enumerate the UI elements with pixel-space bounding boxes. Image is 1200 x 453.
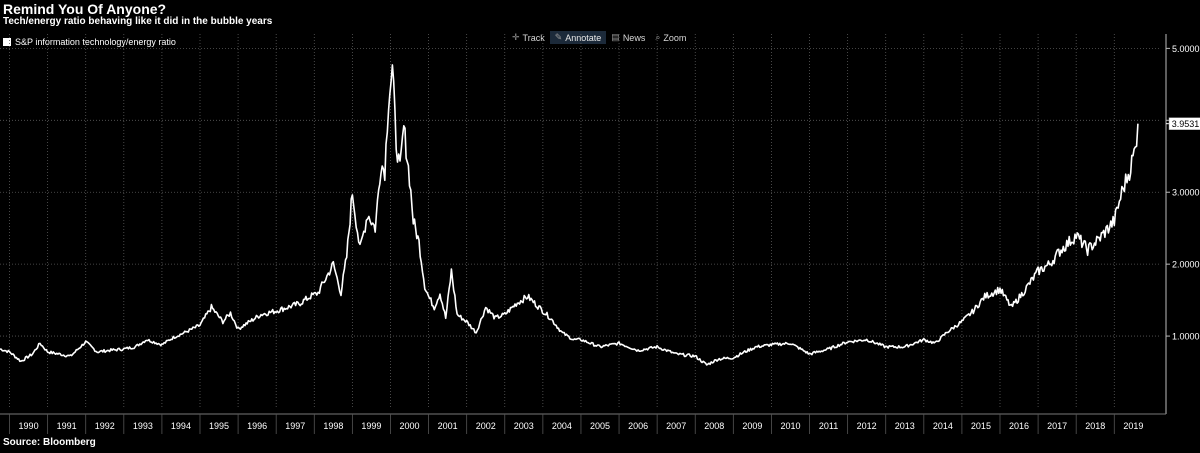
series-line <box>0 64 1139 366</box>
y-tick-label: 2.0000 <box>1172 260 1200 270</box>
news-label: News <box>622 32 646 43</box>
track-button[interactable]: ✛ Track <box>507 31 550 44</box>
crosshair-icon: ✛ <box>512 32 520 42</box>
pencil-icon: ✎ <box>554 32 563 42</box>
x-tick-label: 1999 <box>361 421 381 431</box>
x-tick-label: 2015 <box>971 421 991 431</box>
last-value-marker: 3.9531 <box>1166 117 1200 130</box>
y-tick-label: 5.0000 <box>1172 44 1200 54</box>
annotate-label: Annotate <box>565 32 602 43</box>
chart-title: Remind You Of Anyone? <box>3 1 167 17</box>
x-tick-label: 1992 <box>95 421 115 431</box>
x-tick-label: 1994 <box>171 421 191 431</box>
y-tick-label: 3.0000 <box>1172 188 1200 198</box>
zoom-button[interactable]: ⌕ Zoom <box>650 31 691 44</box>
x-tick-label: 2017 <box>1047 421 1067 431</box>
x-tick-label: 2004 <box>552 421 572 431</box>
zoom-label: Zoom <box>663 32 687 43</box>
x-tick-label: 1996 <box>247 421 267 431</box>
legend-swatch <box>3 38 11 46</box>
x-tick-label: 1990 <box>19 421 39 431</box>
x-tick-label: 2018 <box>1085 421 1105 431</box>
chart-legend: S&P information technology/energy ratio <box>3 37 176 47</box>
annotate-button[interactable]: ✎ Annotate <box>549 31 607 44</box>
news-icon: ▤ <box>611 32 620 42</box>
x-tick-label: 1991 <box>57 421 77 431</box>
x-tick-label: 1993 <box>133 421 153 431</box>
x-tick-label: 2014 <box>933 421 953 431</box>
source-note: Source: Bloomberg <box>3 437 96 448</box>
magnifier-icon: ⌕ <box>655 32 661 42</box>
chart-toolbar: ✛ Track ✎ Annotate ▤ News ⌕ Zoom <box>507 31 691 44</box>
x-tick-label: 2016 <box>1009 421 1029 431</box>
x-tick-label: 2007 <box>666 421 686 431</box>
chart-subtitle: Tech/energy ratio behaving like it did i… <box>3 16 273 27</box>
x-tick-label: 2012 <box>857 421 877 431</box>
legend-label: S&P information technology/energy ratio <box>15 37 176 47</box>
x-tick-label: 2006 <box>628 421 648 431</box>
x-tick-label: 1995 <box>209 421 229 431</box>
x-tick-label: 2002 <box>476 421 496 431</box>
last-value-label: 3.9531 <box>1172 119 1200 129</box>
x-tick-label: 2009 <box>742 421 762 431</box>
x-tick-label: 2000 <box>400 421 420 431</box>
x-tick-label: 1998 <box>323 421 343 431</box>
x-tick-label: 2019 <box>1123 421 1143 431</box>
x-tick-label: 2001 <box>438 421 458 431</box>
x-tick-label: 2005 <box>590 421 610 431</box>
x-tick-label: 1997 <box>285 421 305 431</box>
x-tick-label: 2008 <box>704 421 724 431</box>
x-tick-label: 2011 <box>819 421 838 431</box>
x-tick-label: 2010 <box>780 421 800 431</box>
y-tick-label: 1.0000 <box>1172 332 1200 342</box>
x-tick-label: 2013 <box>895 421 915 431</box>
last-value-box <box>1168 117 1200 130</box>
x-tick-label: 2003 <box>514 421 534 431</box>
track-label: Track <box>522 32 545 43</box>
news-button[interactable]: ▤ News <box>606 31 650 44</box>
